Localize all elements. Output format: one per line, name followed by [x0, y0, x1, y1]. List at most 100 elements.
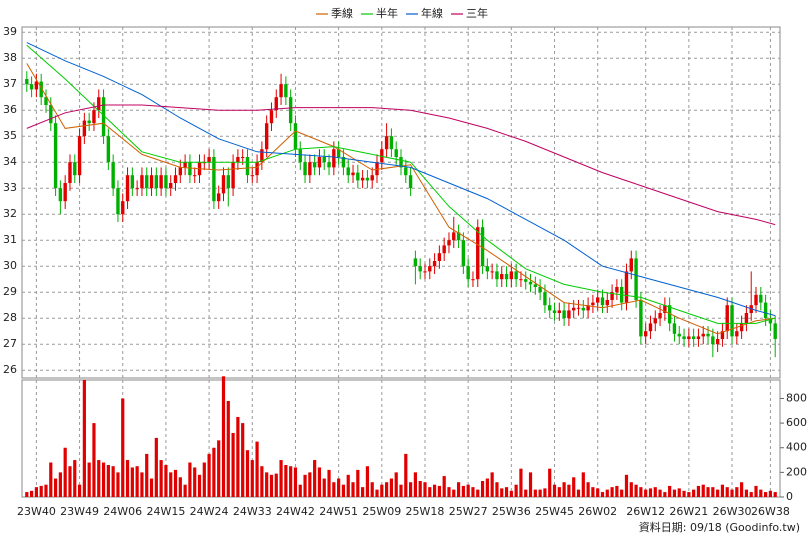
volume-bar: [346, 474, 350, 497]
candle-body: [63, 183, 67, 202]
candle-body: [696, 336, 701, 339]
x-tick-label: 25W27: [449, 505, 488, 518]
legend-label: 年線: [421, 6, 443, 20]
volume-bar: [418, 480, 422, 497]
candle-body: [44, 97, 48, 105]
candle-body: [768, 318, 773, 324]
volume-bar: [504, 487, 509, 497]
x-tick-label: 26W38: [751, 505, 790, 518]
volume-bar: [447, 487, 451, 497]
candle-body: [495, 271, 499, 280]
candle-body: [212, 157, 216, 202]
volume-bar: [274, 473, 278, 497]
volume-bar: [591, 487, 595, 497]
candle-body: [188, 162, 192, 176]
candle-body: [322, 157, 326, 163]
volume-bar: [461, 485, 465, 497]
y-tick-label: 30: [3, 259, 17, 272]
volume-bar: [322, 478, 326, 497]
candle-body: [432, 261, 437, 267]
volume-bar: [610, 487, 614, 497]
volume-bar: [82, 380, 86, 497]
volume-bar: [648, 488, 653, 497]
volume-bar: [490, 472, 494, 497]
volume-bar: [169, 472, 173, 497]
candle-body: [394, 149, 398, 157]
volume-bar: [404, 453, 408, 497]
x-tick-label: 25W45: [535, 505, 574, 518]
candle-body: [418, 266, 422, 272]
y-tick-label: 29: [3, 285, 17, 298]
candle-body: [687, 336, 691, 339]
candle-body: [754, 294, 758, 306]
ma-line: [26, 44, 776, 324]
volume-bar: [394, 472, 398, 497]
candle-body: [552, 310, 557, 313]
volume-bar: [471, 487, 475, 497]
candle-body: [53, 123, 58, 189]
volume-bar: [740, 482, 744, 497]
volume-bar: [236, 416, 240, 497]
candle-body: [82, 120, 87, 137]
candle-body: [49, 105, 53, 124]
candle-body: [154, 175, 159, 189]
candle-body: [173, 175, 178, 183]
volume-bar: [293, 467, 298, 497]
volume-bar: [744, 489, 749, 497]
volume-bar: [265, 472, 269, 497]
y-tick-label: 33: [3, 181, 17, 194]
volume-bar: [178, 477, 182, 497]
ma-line: [26, 63, 776, 335]
volume-bar: [202, 462, 206, 497]
volume-bar: [749, 492, 753, 497]
candle-body: [284, 84, 288, 98]
volume-bar: [260, 466, 264, 497]
volume-bar: [567, 484, 571, 497]
candle-body: [586, 305, 590, 311]
candle-body: [658, 313, 662, 319]
candle-body: [183, 162, 187, 168]
volume-bar: [476, 489, 480, 497]
volume-bar: [212, 447, 216, 497]
volume-bar: [173, 469, 178, 497]
candle-body: [672, 323, 677, 334]
volume-bar: [432, 484, 437, 497]
candle-body: [504, 274, 509, 280]
candle-body: [711, 336, 715, 345]
candle-body: [77, 136, 82, 176]
candle-body: [384, 136, 389, 150]
candle-body: [346, 167, 350, 176]
y2-tick-label: 0: [786, 490, 793, 503]
volume-bar: [682, 490, 686, 497]
volume-bar: [524, 489, 528, 497]
volume-bar: [672, 489, 677, 497]
volume-bar: [365, 466, 370, 497]
volume-bar: [193, 467, 197, 497]
x-tick-label: 26W12: [626, 505, 665, 518]
volume-bar: [73, 460, 77, 497]
volume-bar: [754, 485, 758, 497]
volume-bar: [125, 460, 130, 497]
volume-bar: [600, 492, 605, 497]
volume-bar: [677, 488, 681, 497]
candle-body: [408, 175, 413, 189]
volume-bar: [370, 482, 374, 497]
candle-body: [312, 162, 317, 168]
candle-body: [591, 302, 595, 306]
candle-body: [34, 81, 39, 90]
volume-bar: [58, 472, 62, 497]
volume-bar: [528, 472, 533, 497]
volume-bar: [298, 484, 302, 497]
candle-body: [29, 84, 34, 90]
candle-body: [691, 336, 696, 339]
volume-bar: [428, 487, 432, 497]
candle-body: [648, 323, 653, 332]
candle-body: [226, 175, 230, 189]
candle-body: [739, 323, 744, 332]
y-tick-label: 35: [3, 129, 17, 142]
volume-bar: [696, 485, 701, 497]
volume-bar: [197, 474, 202, 497]
candle-body: [216, 193, 221, 202]
volume-bar: [289, 466, 293, 497]
candle-body: [423, 271, 427, 273]
